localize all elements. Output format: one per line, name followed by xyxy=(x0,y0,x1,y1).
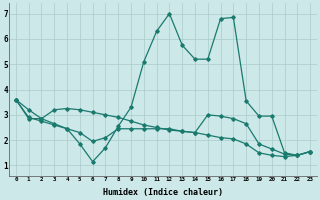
X-axis label: Humidex (Indice chaleur): Humidex (Indice chaleur) xyxy=(103,188,223,197)
